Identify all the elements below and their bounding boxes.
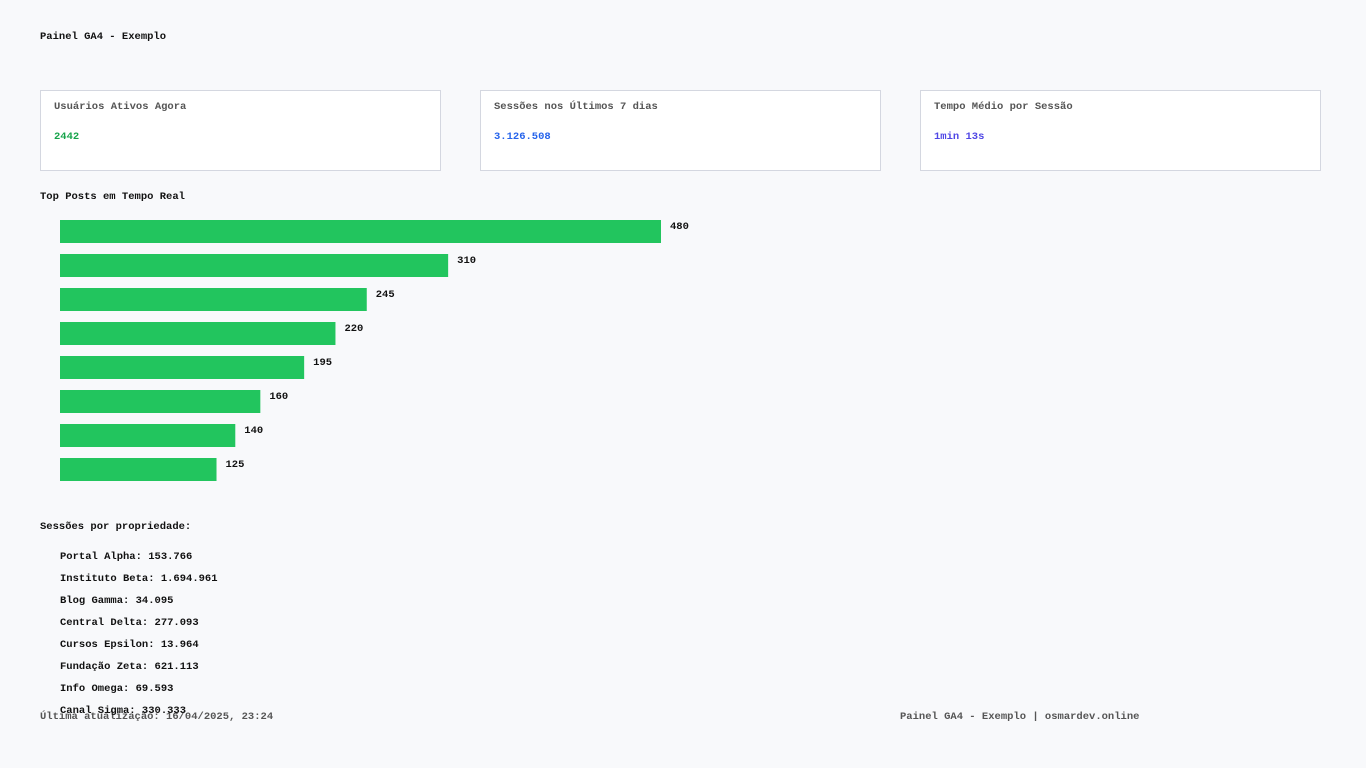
bar-value-label: 220: [344, 323, 363, 335]
session-item: Central Delta: 277.093: [60, 617, 199, 629]
bar-value-label: 125: [226, 459, 245, 471]
chart-title: Top Posts em Tempo Real: [40, 191, 185, 203]
bar-value-label: 310: [457, 255, 476, 267]
session-item: Cursos Epsilon: 13.964: [60, 639, 199, 651]
card-value: 3.126.508: [494, 131, 551, 143]
session-item: Portal Alpha: 153.766: [60, 551, 192, 563]
bar: [60, 424, 236, 447]
session-item: Fundação Zeta: 621.113: [60, 661, 199, 673]
bar-value-label: 160: [269, 391, 288, 403]
bar-value-label: 480: [670, 221, 689, 233]
bar: [60, 322, 336, 345]
sessions-title: Sessões por propriedade:: [40, 521, 191, 533]
bar: [60, 220, 661, 243]
card-label: Tempo Médio por Sessão: [934, 101, 1073, 113]
footer-right: Painel GA4 - Exemplo | osmardev.online: [900, 711, 1139, 723]
card-label: Sessões nos Últimos 7 dias: [494, 99, 658, 113]
page-title: Painel GA4 - Exemplo: [40, 31, 166, 43]
card-label: Usuários Ativos Agora: [54, 101, 187, 113]
bar: [60, 458, 217, 481]
card: [40, 90, 441, 171]
card: [920, 90, 1321, 171]
bar: [60, 288, 367, 311]
bar-value-label: 195: [313, 357, 332, 369]
card-value: 2442: [54, 131, 79, 143]
session-item: Instituto Beta: 1.694.961: [60, 573, 218, 585]
card: [480, 90, 881, 171]
bar: [60, 390, 261, 413]
bar-value-label: 140: [244, 425, 263, 437]
session-item: Blog Gamma: 34.095: [60, 595, 173, 607]
bar: [60, 356, 305, 379]
card-value: 1min 13s: [934, 131, 984, 143]
session-item: Info Omega: 69.593: [60, 683, 173, 695]
session-item: Canal Sigma: 330.333: [60, 705, 186, 717]
bar-value-label: 245: [376, 289, 395, 301]
footer-left: Última atualização: 16/04/2025, 23:24: [40, 709, 273, 723]
bar: [60, 254, 449, 277]
